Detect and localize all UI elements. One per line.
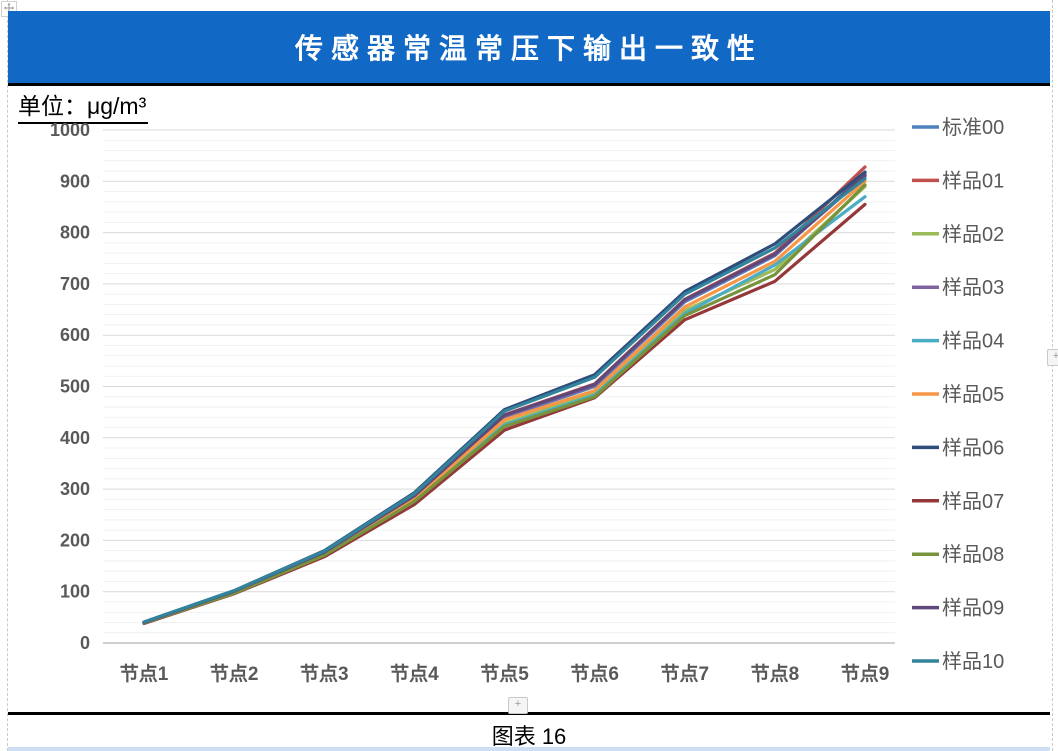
legend-label: 样品07 bbox=[942, 490, 1004, 513]
legend-item-样品08[interactable]: 样品08 bbox=[912, 543, 1004, 566]
x-axis-tick-label: 节点8 bbox=[751, 663, 800, 685]
legend-item-样品03[interactable]: 样品03 bbox=[912, 276, 1004, 299]
legend-label: 样品01 bbox=[942, 169, 1004, 192]
series-line-样品05[interactable] bbox=[142, 179, 867, 625]
x-axis-tick-label: 节点3 bbox=[300, 663, 349, 685]
series-line-样品09[interactable] bbox=[142, 173, 867, 625]
series-line-标准00[interactable] bbox=[142, 172, 867, 625]
series-line-样品08[interactable] bbox=[142, 183, 867, 625]
y-axis-tick-label: 600 bbox=[60, 325, 90, 345]
legend-item-样品05[interactable]: 样品05 bbox=[912, 383, 1004, 406]
series-line-样品01[interactable] bbox=[142, 165, 867, 625]
y-axis-tick-label: 300 bbox=[60, 479, 90, 499]
legend-label: 样品04 bbox=[942, 330, 1004, 353]
x-axis-tick-label: 节点9 bbox=[841, 663, 890, 685]
legend-label: 样品06 bbox=[942, 436, 1004, 459]
insert-row-plus-button[interactable]: + bbox=[508, 697, 528, 714]
y-axis-tick-label: 400 bbox=[60, 428, 90, 448]
legend-label: 样品08 bbox=[942, 543, 1004, 566]
x-axis-tick-label: 节点2 bbox=[210, 663, 259, 685]
y-axis-tick-label: 1000 bbox=[50, 120, 90, 140]
legend-label: 样品10 bbox=[942, 650, 1004, 673]
x-axis-tick-label: 节点5 bbox=[480, 663, 529, 685]
chart-caption: 图表 16 bbox=[491, 724, 567, 749]
next-banner-sliver bbox=[8, 747, 1050, 751]
x-axis-tick-label: 节点6 bbox=[570, 663, 619, 685]
insert-column-plus-button[interactable]: + bbox=[1047, 349, 1058, 366]
plus-icon: + bbox=[1052, 350, 1058, 362]
x-axis-tick-label: 节点4 bbox=[390, 663, 439, 685]
page-margin-guide-left bbox=[7, 0, 8, 751]
y-axis-tick-label: 700 bbox=[60, 274, 90, 294]
page-title: 传感器常温常压下输出一致性 bbox=[294, 33, 763, 64]
legend-item-样品01[interactable]: 样品01 bbox=[912, 169, 1004, 192]
y-axis-tick-label: 500 bbox=[60, 377, 90, 397]
unit-label: 单位：μg/m³ bbox=[18, 87, 149, 124]
legend-item-样品10[interactable]: 样品10 bbox=[912, 650, 1004, 673]
y-axis-tick-label: 200 bbox=[60, 530, 90, 550]
x-axis-tick-label: 节点7 bbox=[660, 663, 709, 685]
chart-frame-bottom-border bbox=[8, 712, 1050, 715]
series-line-样品10[interactable] bbox=[142, 177, 867, 624]
plus-icon: + bbox=[514, 698, 522, 710]
legend-label: 样品02 bbox=[942, 223, 1004, 246]
x-axis-tick-label: 节点1 bbox=[120, 663, 169, 685]
y-axis-tick-label: 100 bbox=[60, 582, 90, 602]
legend-item-样品04[interactable]: 样品04 bbox=[912, 330, 1004, 353]
page-margin-guide-right bbox=[1052, 0, 1053, 751]
y-axis-tick-label: 800 bbox=[60, 223, 90, 243]
legend-item-样品07[interactable]: 样品07 bbox=[912, 490, 1004, 513]
y-axis-tick-label: 0 bbox=[80, 633, 90, 653]
legend-label: 样品03 bbox=[942, 276, 1004, 299]
legend-label: 标准00 bbox=[942, 116, 1004, 139]
legend-item-样品02[interactable]: 样品02 bbox=[912, 223, 1004, 246]
chart-title-banner: 传感器常温常压下输出一致性 bbox=[8, 11, 1050, 86]
legend-label: 样品09 bbox=[942, 597, 1004, 620]
y-axis-tick-label: 900 bbox=[60, 171, 90, 191]
legend-item-样品06[interactable]: 样品06 bbox=[912, 436, 1004, 459]
legend-label: 样品05 bbox=[942, 383, 1004, 406]
legend-item-样品09[interactable]: 样品09 bbox=[912, 597, 1004, 620]
legend-item-标准00[interactable]: 标准00 bbox=[912, 116, 1004, 139]
